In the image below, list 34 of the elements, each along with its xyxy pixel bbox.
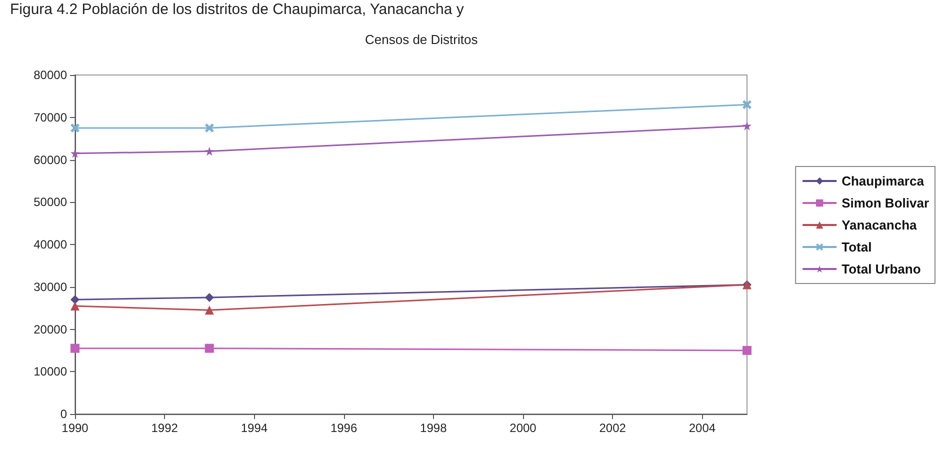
y-tick-label: 70000 <box>34 110 68 124</box>
point <box>742 100 752 110</box>
point <box>204 344 214 353</box>
y-tick-label: 10000 <box>34 364 68 379</box>
point <box>70 148 80 158</box>
x-tick-label: 1990 <box>62 421 89 435</box>
x-tick-label: 1998 <box>420 421 448 435</box>
x-tick-label: 2000 <box>510 421 537 435</box>
point <box>70 123 80 132</box>
x-tick-label: 1992 <box>151 421 178 435</box>
y-tick-label: 80000 <box>34 68 68 82</box>
x-tick-label: 2004 <box>688 421 716 435</box>
text: Figura 4.2 Población de los distritos de Chaupimarca, Yanacancha y <box>10 1 464 18</box>
point <box>204 292 214 302</box>
y-tick-label: 40000 <box>34 238 68 252</box>
y-tick-label: 50000 <box>34 195 68 210</box>
legend-label: Total Urbano <box>842 262 921 276</box>
x-tick-label: 2002 <box>599 421 626 435</box>
legend-label: Simon Bolivar <box>842 196 930 210</box>
y-tick-label: 30000 <box>34 280 68 294</box>
x-tick-label: 1996 <box>330 421 358 435</box>
x-tick-label: 1994 <box>240 421 268 435</box>
point <box>204 123 214 132</box>
point <box>70 344 80 353</box>
point <box>204 146 214 156</box>
legend-label: Chaupimarca <box>842 174 925 188</box>
y-tick-label: 20000 <box>34 322 68 336</box>
point <box>742 346 752 355</box>
chart-title: Censos de Distritos <box>365 32 478 47</box>
y-tick-label: 0 <box>60 407 68 421</box>
y-tick-label: 60000 <box>34 152 68 167</box>
legend-label: Total <box>842 240 872 254</box>
point <box>742 121 752 130</box>
legend-label: Yanacancha <box>842 218 918 232</box>
